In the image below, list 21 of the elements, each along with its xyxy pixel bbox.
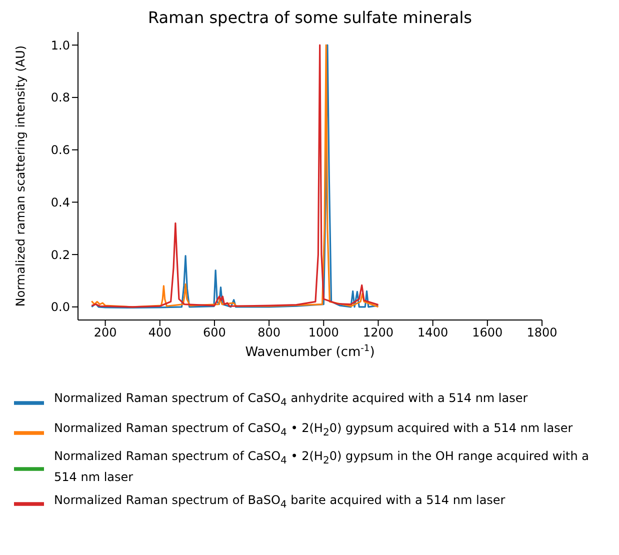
legend-label: Normalized Raman spectrum of CaSO$_{4}$ • 2(H$_{2}$0) gypsum acquired with a 514 nm laser xyxy=(54,420,574,441)
x-tick-label: 400 xyxy=(148,326,172,340)
x-tick-label: 1400 xyxy=(418,326,448,340)
y-tick-label: 0.2 xyxy=(50,248,70,262)
x-tick-label: 600 xyxy=(203,326,226,340)
y-axis-title: Normalized raman scattering intensity (AU) xyxy=(13,45,28,307)
y-tick-label: 0.0 xyxy=(50,300,70,314)
y-tick-label: 0.6 xyxy=(50,143,70,158)
x-tick-label: 1200 xyxy=(362,326,394,340)
x-tick-label: 1800 xyxy=(526,326,558,340)
chart-title: Raman spectra of some sulfate minerals xyxy=(147,8,473,27)
legend-label: Normalized Raman spectrum of BaSO$_{4}$ barite acquired with a 514 nm laser xyxy=(54,492,506,512)
x-tick-label: 1000 xyxy=(308,326,339,340)
x-tick-label: 800 xyxy=(258,326,281,340)
legend-label: Normalized Raman spectrum of CaSO$_{4}$ anhydrite acquired with a 514 nm laser xyxy=(54,390,529,411)
y-tick-label: 0.8 xyxy=(50,90,70,105)
x-tick-label: 1600 xyxy=(472,326,503,340)
y-tick-label: 0.4 xyxy=(50,195,70,210)
x-tick-label: 200 xyxy=(94,326,117,340)
x-axis-title: Wavenumber (cm$^{-1}$) xyxy=(245,344,375,360)
y-tick-label: 1.0 xyxy=(50,38,70,52)
